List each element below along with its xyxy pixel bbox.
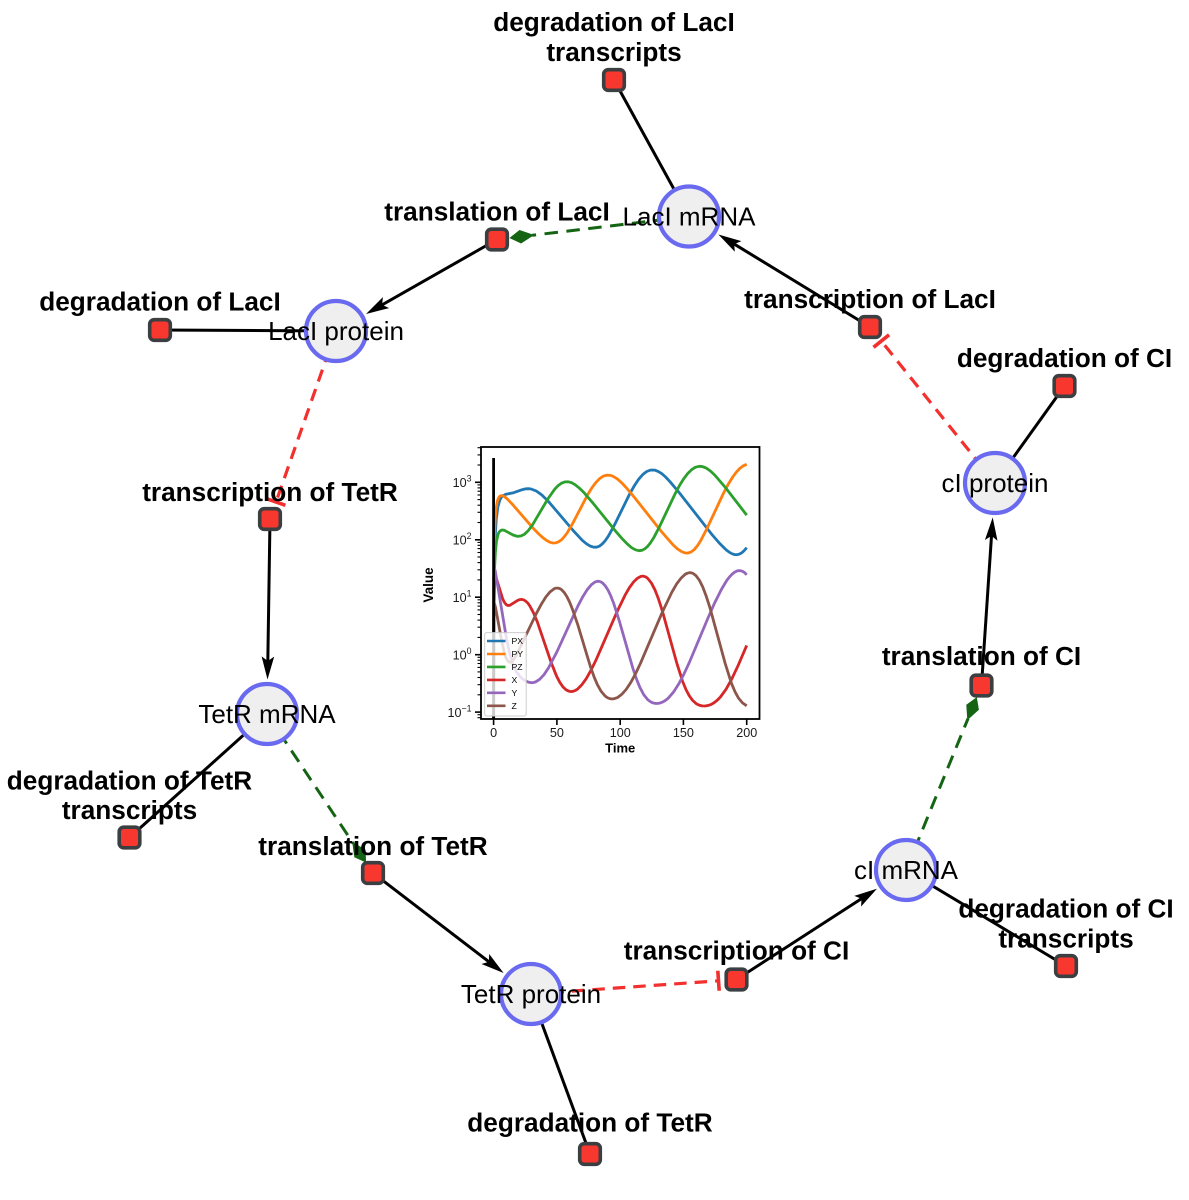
svg-text:degradation of CI: degradation of CI <box>957 343 1172 373</box>
svg-text:degradation of LacI: degradation of LacI <box>39 287 281 317</box>
svg-text:Time: Time <box>605 740 635 755</box>
svg-text:200: 200 <box>736 726 757 740</box>
svg-text:degradation of TetR: degradation of TetR <box>467 1108 712 1138</box>
svg-text:X: X <box>512 675 518 685</box>
svg-text:cI mRNA: cI mRNA <box>854 855 959 885</box>
svg-text:PZ: PZ <box>512 662 524 672</box>
svg-text:LacI protein: LacI protein <box>268 316 404 346</box>
svg-text:LacI mRNA: LacI mRNA <box>623 202 757 232</box>
svg-text:transcripts: transcripts <box>62 795 197 825</box>
svg-text:Y: Y <box>512 688 518 698</box>
svg-text:100: 100 <box>610 726 631 740</box>
svg-text:Z: Z <box>512 701 518 711</box>
svg-text:transcripts: transcripts <box>546 37 681 67</box>
svg-text:PX: PX <box>512 636 524 646</box>
svg-text:degradation of CI: degradation of CI <box>958 894 1173 924</box>
svg-text:translation of TetR: translation of TetR <box>258 831 487 861</box>
svg-text:translation of CI: translation of CI <box>882 641 1081 671</box>
svg-text:transcription of CI: transcription of CI <box>624 936 850 966</box>
svg-text:Value: Value <box>421 567 436 603</box>
svg-text:0: 0 <box>490 726 497 740</box>
svg-text:degradation of LacI: degradation of LacI <box>493 7 735 37</box>
svg-text:50: 50 <box>550 726 564 740</box>
svg-text:150: 150 <box>673 726 694 740</box>
svg-text:transcripts: transcripts <box>998 924 1133 954</box>
svg-text:transcription of TetR: transcription of TetR <box>142 477 398 507</box>
svg-text:TetR mRNA: TetR mRNA <box>198 699 336 729</box>
svg-text:translation of LacI: translation of LacI <box>384 197 610 227</box>
svg-text:degradation of TetR: degradation of TetR <box>7 766 252 796</box>
svg-text:PY: PY <box>512 649 524 659</box>
svg-text:TetR protein: TetR protein <box>461 979 601 1009</box>
svg-text:transcription of LacI: transcription of LacI <box>744 284 996 314</box>
svg-text:cI protein: cI protein <box>942 468 1049 498</box>
